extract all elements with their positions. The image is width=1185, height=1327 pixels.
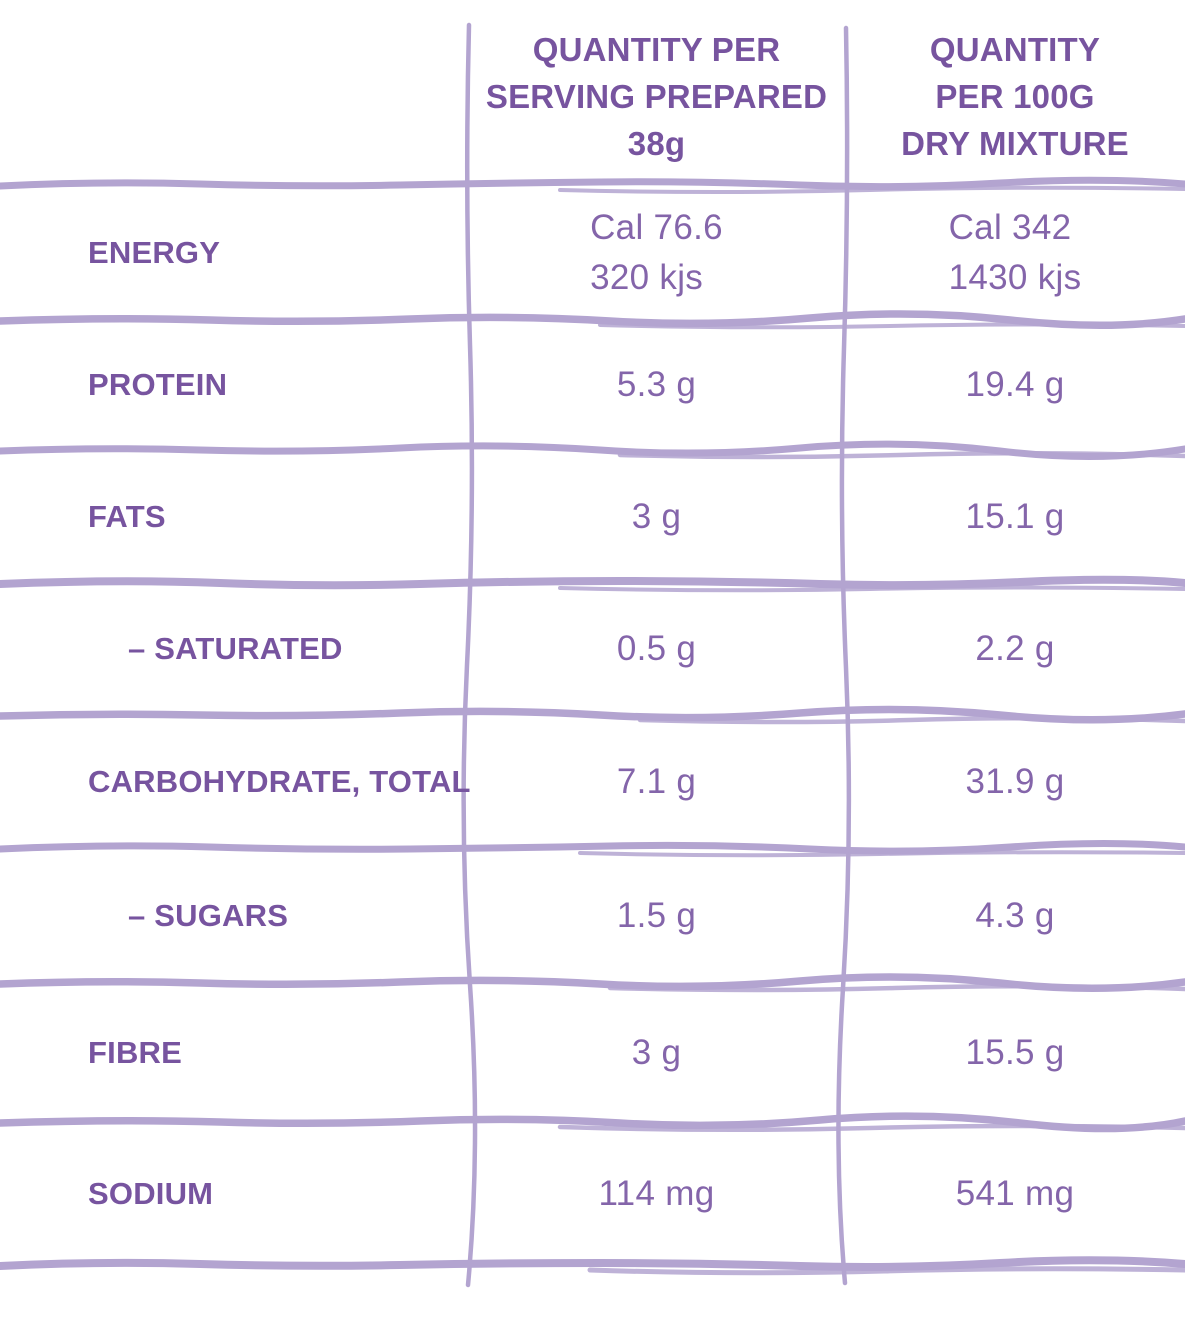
row-label-saturated: – SATURATED bbox=[128, 631, 343, 666]
fibre-per100-value: 15.5 g bbox=[845, 983, 1185, 1122]
sugars-per100-amount: 4.3 g bbox=[975, 895, 1055, 935]
header-100g-line1: QUANTITY bbox=[929, 31, 1101, 68]
protein-serving-value: 5.3 g bbox=[468, 320, 845, 450]
header-corner-empty bbox=[0, 0, 468, 185]
row-label-protein: PROTEIN bbox=[88, 367, 228, 402]
sugars-serving-value: 1.5 g bbox=[468, 848, 845, 983]
energy-serving-kjs: 320 kjs bbox=[590, 257, 704, 297]
row-label-energy: ENERGY bbox=[88, 234, 221, 270]
energy-per100-kjs: 1430 kjs bbox=[948, 257, 1082, 297]
energy-serving-value: Cal 76.6 320 kjs bbox=[468, 185, 845, 320]
carbohydrate-serving-amount: 7.1 g bbox=[616, 761, 697, 801]
row-label-sugars: – SUGARS bbox=[128, 897, 289, 933]
sodium-per100-value: 541 mg bbox=[845, 1122, 1185, 1265]
protein-serving-amount: 5.3 g bbox=[616, 365, 697, 404]
header-serving-line1: QUANTITY PER bbox=[532, 31, 781, 68]
protein-per100-value: 19.4 g bbox=[845, 320, 1185, 450]
energy-per100-value: Cal 342 1430 kjs bbox=[845, 185, 1185, 320]
saturated-serving-value: 0.5 g bbox=[468, 583, 845, 715]
sugars-per100-value: 4.3 g bbox=[845, 848, 1185, 983]
fibre-per100-amount: 15.5 g bbox=[965, 1032, 1065, 1072]
saturated-per100-amount: 2.2 g bbox=[975, 629, 1055, 668]
carbohydrate-per100-value: 31.9 g bbox=[845, 715, 1185, 848]
header-100g-line2: PER 100G bbox=[935, 78, 1095, 115]
fats-serving-amount: 3 g bbox=[631, 496, 682, 536]
energy-serving-cal: Cal 76.6 bbox=[590, 207, 723, 247]
protein-per100-amount: 19.4 g bbox=[965, 365, 1065, 404]
fibre-serving-value: 3 g bbox=[468, 983, 845, 1122]
sodium-serving-amount: 114 mg bbox=[598, 1173, 715, 1213]
sugars-serving-amount: 1.5 g bbox=[616, 895, 697, 935]
row-label-fats: FATS bbox=[88, 498, 166, 534]
energy-per100-cal: Cal 342 bbox=[948, 207, 1072, 247]
sodium-per100-amount: 541 mg bbox=[955, 1173, 1075, 1213]
nutrition-grid: QUANTITY PER SERVING PREPARED 38g QUANTI… bbox=[0, 0, 1185, 1265]
fats-serving-value: 3 g bbox=[468, 450, 845, 583]
column-header-serving-prepared: QUANTITY PER SERVING PREPARED 38g bbox=[468, 0, 845, 185]
carbohydrate-serving-value: 7.1 g bbox=[468, 715, 845, 848]
sodium-serving-value: 114 mg bbox=[468, 1122, 845, 1265]
fibre-serving-amount: 3 g bbox=[631, 1032, 682, 1072]
saturated-serving-amount: 0.5 g bbox=[616, 629, 697, 668]
column-header-per-100g: QUANTITY PER 100G DRY MIXTURE bbox=[845, 0, 1185, 185]
fats-per100-amount: 15.1 g bbox=[965, 496, 1065, 536]
row-label-carbohydrate-total: CARBOHYDRATE, TOTAL bbox=[88, 763, 471, 799]
row-label-sodium: SODIUM bbox=[88, 1175, 214, 1211]
saturated-per100-value: 2.2 g bbox=[845, 583, 1185, 715]
fats-per100-value: 15.1 g bbox=[845, 450, 1185, 583]
row-label-fibre: FIBRE bbox=[88, 1034, 182, 1070]
carbohydrate-per100-amount: 31.9 g bbox=[965, 761, 1065, 801]
header-100g-line3: DRY MIXTURE bbox=[901, 125, 1129, 162]
header-serving-line3: 38g bbox=[627, 125, 686, 162]
header-serving-line2: SERVING PREPARED bbox=[485, 78, 828, 115]
